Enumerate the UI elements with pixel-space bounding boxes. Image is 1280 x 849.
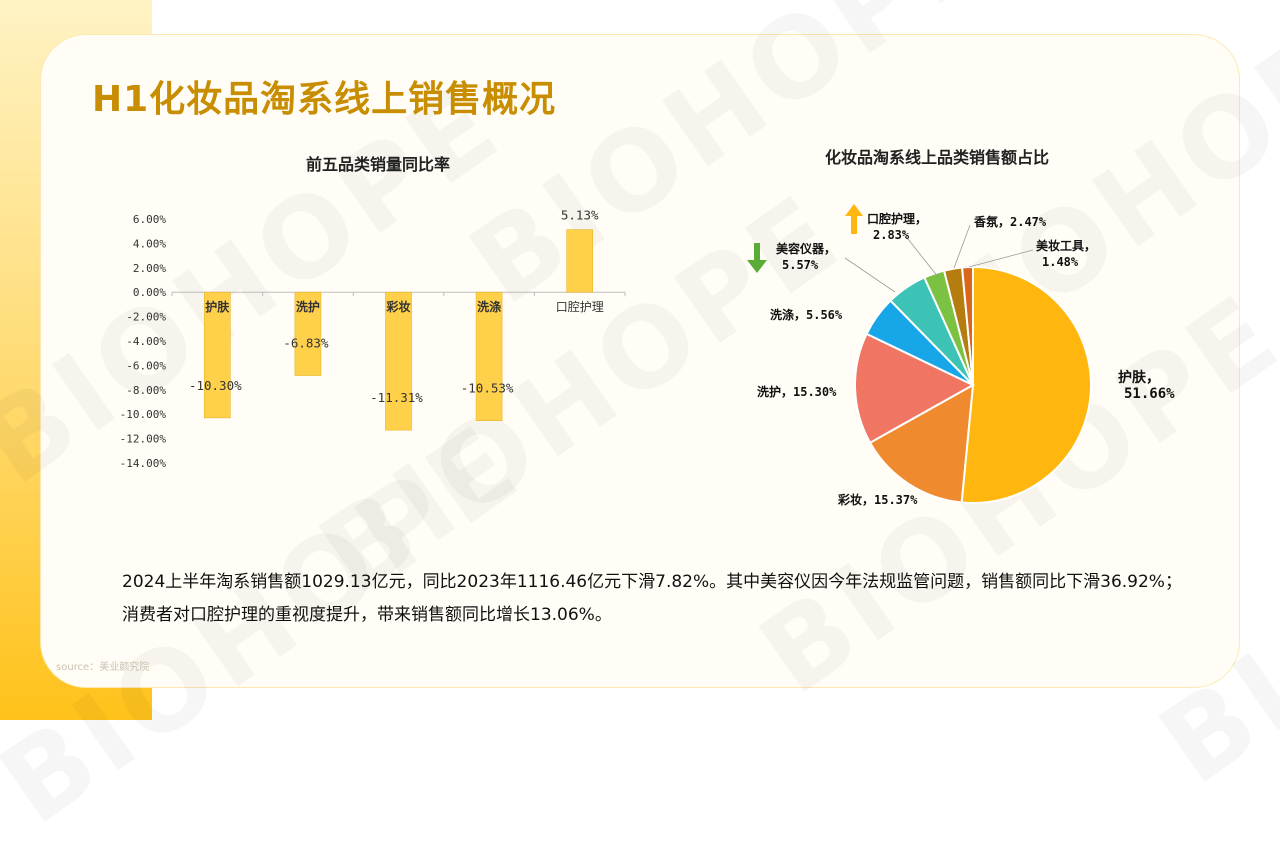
y-tick-label: 2.00% <box>133 262 166 275</box>
y-tick-label: 6.00% <box>133 213 166 226</box>
bar <box>385 291 412 431</box>
leader-line <box>907 238 939 278</box>
bar <box>294 291 322 376</box>
data-label: -11.31% <box>370 390 423 405</box>
arrow-down-icon <box>747 243 767 273</box>
arrow-up-icon <box>845 204 863 234</box>
bar-chart: 6.00% 4.00% 2.00% 0.00% -2.00% -4.00% -6.00% -8… <box>120 208 626 470</box>
y-tick-label: -12.00% <box>120 433 167 446</box>
pie-slice <box>960 265 974 386</box>
y-tick-label: -4.00% <box>126 335 166 348</box>
pie-label: 护肤， 51.66% <box>1118 369 1175 402</box>
data-label: -10.53% <box>461 381 514 396</box>
pie-slice <box>854 332 976 445</box>
x-tick-label: 口腔护理 <box>556 299 604 314</box>
y-tick-label: -2.00% <box>126 311 166 324</box>
x-tick-label: 护肤 <box>205 299 230 314</box>
y-tick-label: 0.00% <box>133 286 166 299</box>
leader-line <box>953 224 971 269</box>
bar <box>204 291 231 419</box>
bar-chart-title: 前五品类销量同比率 <box>306 155 451 174</box>
leader-line <box>844 257 896 293</box>
summary-text: 2024上半年淘系销售额1029.13亿元，同比2023年1116.46亿元下滑… <box>122 572 1182 625</box>
data-label: -10.30% <box>189 378 242 393</box>
y-tick-label: -6.00% <box>126 359 166 372</box>
y-tick-label: 4.00% <box>133 237 166 250</box>
pie-label: 香氛，2.47% <box>973 214 1047 229</box>
y-tick-label: -14.00% <box>120 457 167 470</box>
pie-label: 美妆工具， 1.48% <box>1036 238 1096 269</box>
pie-chart-title: 化妆品淘系线上品类销售额占比 <box>825 148 1050 167</box>
pie-label: 美容仪器， 5.57% <box>776 241 836 272</box>
source-note: source：美业颜究院 <box>56 662 150 673</box>
page-title: H1化妆品淘系线上销售概况 <box>92 79 557 120</box>
x-tick-label: 彩妆 <box>385 299 410 314</box>
pie-label: 口腔护理， 2.83% <box>867 211 927 242</box>
y-tick-label: -8.00% <box>126 384 166 397</box>
pie-label: 彩妆，15.37% <box>837 492 918 507</box>
x-tick-label: 洗涤 <box>477 299 501 314</box>
pie-label: 洗涤，5.56% <box>770 307 843 322</box>
pie-slice <box>868 383 975 504</box>
bar <box>475 291 503 421</box>
pie-chart: 护肤， 51.66% 彩妆，15.37% 洗护，15.30% 洗涤，5.56% 美容仪器，… <box>757 211 1175 507</box>
x-tick-label: 洗护 <box>296 299 320 314</box>
leader-line <box>968 249 1034 268</box>
pie-label: 洗护，15.30% <box>757 384 837 399</box>
data-label: -6.83% <box>283 336 329 351</box>
y-tick-label: -10.00% <box>120 408 167 421</box>
bar <box>566 229 594 293</box>
data-label: 5.13% <box>561 208 599 223</box>
pie-slice <box>960 265 1092 504</box>
